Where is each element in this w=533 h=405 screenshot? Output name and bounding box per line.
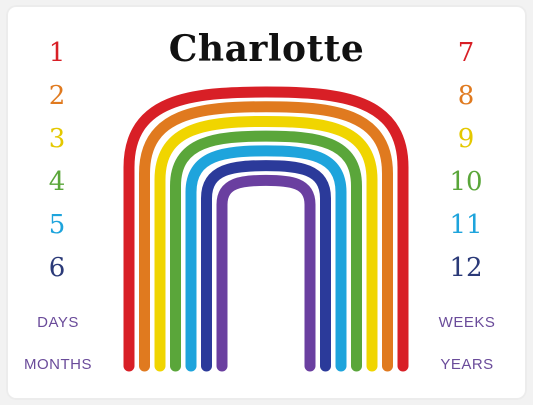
month-number-6: 6 (48, 253, 66, 283)
month-number-8: 8 (457, 81, 475, 111)
years-label: YEARS (440, 356, 494, 373)
weeks-label: WEEKS (438, 314, 496, 331)
milestone-blanket (6, 5, 527, 400)
rainbow-band-6 (201, 160, 331, 372)
rainbow-band-4 (170, 130, 362, 372)
month-number-3: 3 (48, 124, 66, 154)
rainbow-band-5 (185, 145, 347, 372)
rainbow-band-1 (123, 86, 409, 372)
month-number-4: 4 (48, 167, 66, 197)
month-number-10: 10 (449, 167, 483, 197)
rainbow-band-2 (139, 101, 393, 372)
name-title: Charlotte (168, 28, 365, 70)
month-number-11: 11 (449, 210, 483, 240)
month-number-12: 12 (449, 253, 483, 283)
months-label: MONTHS (24, 356, 92, 373)
rainbow-band-7 (216, 174, 316, 372)
month-number-7: 7 (457, 38, 475, 68)
month-number-9: 9 (457, 124, 475, 154)
rainbow-band-3 (154, 115, 378, 372)
month-number-5: 5 (48, 210, 66, 240)
days-label: DAYS (37, 314, 79, 331)
month-number-2: 2 (48, 81, 66, 111)
month-number-1: 1 (48, 38, 66, 68)
